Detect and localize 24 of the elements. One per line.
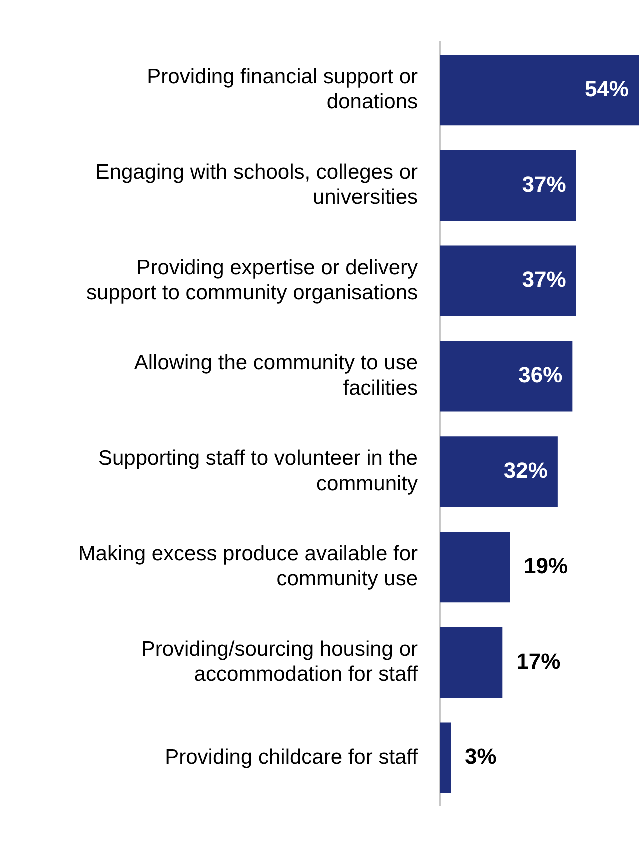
bar — [440, 150, 576, 221]
y-tick-label: Making excess produce available for community use — [78, 542, 418, 591]
y-tick-label: Allowing the community to use facilities — [134, 352, 418, 400]
data-label: 3% — [465, 744, 497, 770]
y-tick-label: Engaging with schools, colleges or universities — [96, 160, 418, 210]
bar — [440, 627, 503, 698]
data-label: 37% — [522, 172, 566, 197]
data-label: 32% — [504, 458, 548, 483]
y-tick-label: Providing financial support or donations — [147, 65, 418, 114]
y-tick-label: Providing expertise or delivery support to community organisations — [86, 256, 418, 304]
data-label: 37% — [522, 267, 566, 292]
bar — [440, 341, 573, 412]
data-label: 17% — [516, 648, 561, 674]
bar — [440, 722, 452, 794]
bar — [440, 55, 639, 126]
y-tick-label: Providing/sourcing housing or accommodation for staff — [141, 638, 418, 686]
bar — [440, 246, 576, 316]
bar — [440, 532, 510, 603]
data-label: 36% — [518, 362, 563, 388]
bar — [440, 436, 558, 508]
y-tick-label: Supporting staff to volunteer in the community — [98, 447, 418, 496]
data-label: 54% — [584, 76, 629, 102]
y-tick-label: Providing childcare for staff — [165, 746, 418, 769]
data-label: 19% — [524, 553, 568, 578]
